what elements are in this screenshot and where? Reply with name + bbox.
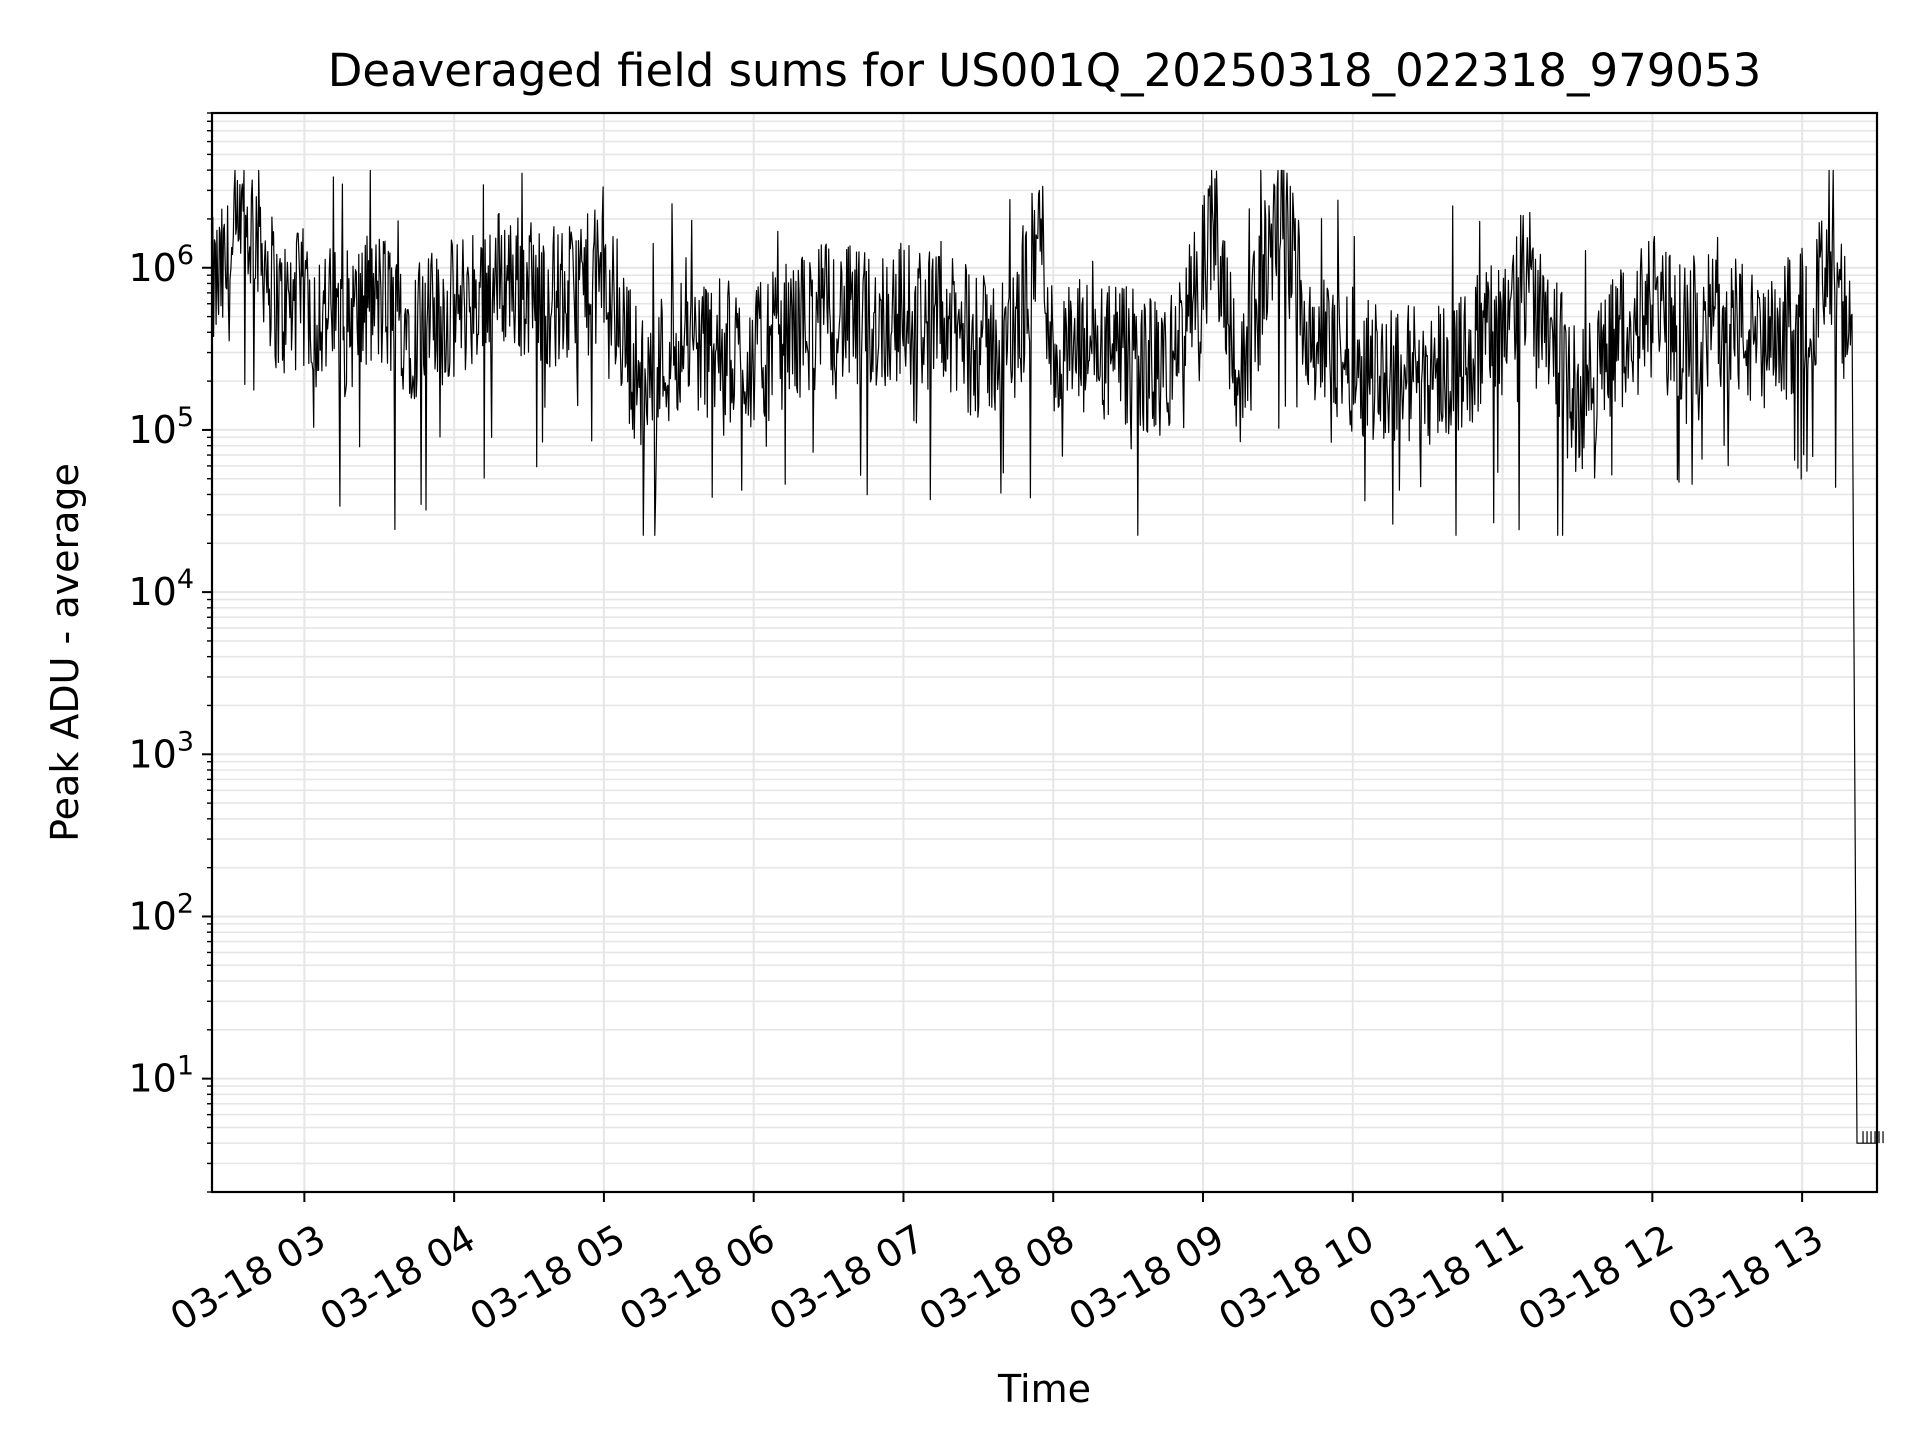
plot-frame <box>210 111 1879 1194</box>
y-tick-label: 106 <box>128 240 194 290</box>
x-tick-label: 03-18 04 <box>313 1216 483 1340</box>
x-tick-label: 03-18 11 <box>1361 1216 1531 1340</box>
chart-title: Deaveraged field sums for US001Q_2025031… <box>328 44 1761 97</box>
x-tick-label: 03-18 05 <box>462 1216 632 1340</box>
x-tick-label: 03-18 06 <box>612 1216 782 1340</box>
x-tick-label: 03-18 13 <box>1661 1216 1831 1340</box>
y-tick-label: 104 <box>128 564 194 614</box>
x-tick-label: 03-18 07 <box>762 1216 932 1340</box>
x-tick-label: 03-18 10 <box>1211 1216 1381 1340</box>
x-tick-label: 03-18 12 <box>1511 1216 1681 1340</box>
data-layer <box>211 169 1884 1144</box>
x-tick-label: 03-18 09 <box>1062 1216 1232 1340</box>
y-tick-label: 105 <box>128 402 194 452</box>
y-axis-label: Peak ADU - average <box>43 463 87 842</box>
y-tick-label: 102 <box>128 888 194 938</box>
y-tick-label: 101 <box>128 1051 194 1101</box>
x-tick-label: 03-18 03 <box>163 1216 333 1340</box>
x-axis-label: Time <box>997 1367 1091 1411</box>
series-line <box>211 169 1877 1144</box>
y-tick-label: 103 <box>128 726 194 776</box>
x-tick-label: 03-18 08 <box>912 1216 1082 1340</box>
